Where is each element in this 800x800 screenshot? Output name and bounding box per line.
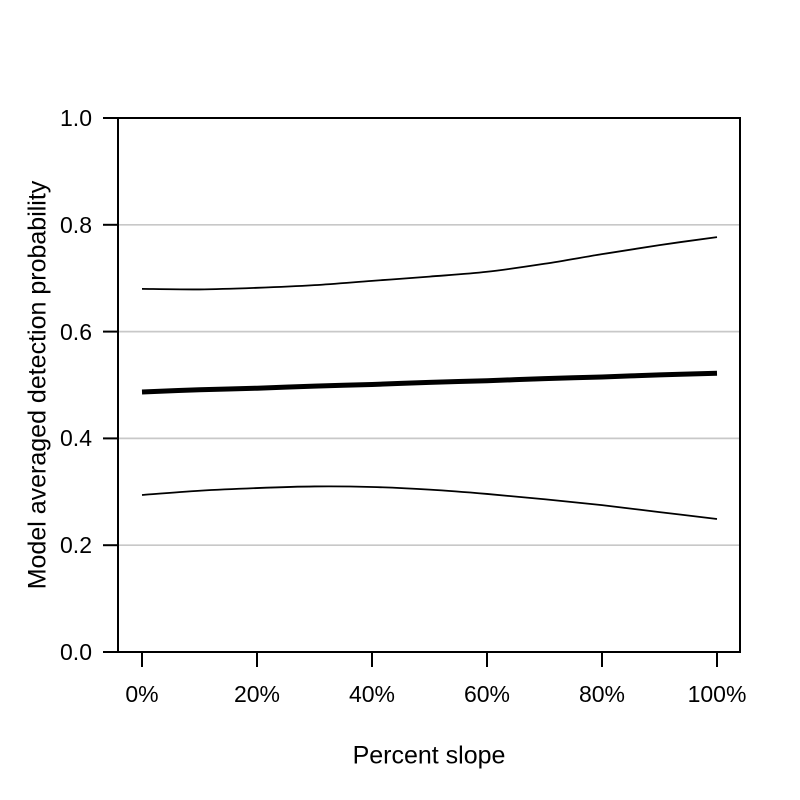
y-tick-label: 0.2 <box>60 532 92 559</box>
x-tick-label: 80% <box>578 681 626 707</box>
y-tick-label: 1.0 <box>60 105 92 131</box>
x-tick-label: 20% <box>233 681 281 707</box>
y-tick-label: 0.0 <box>60 639 92 665</box>
y-tick-label: 0.8 <box>60 211 92 238</box>
x-axis-title: Percent slope <box>352 741 506 770</box>
x-tick-label: 40% <box>348 681 396 707</box>
y-tick-label: 0.4 <box>60 425 92 452</box>
y-axis-title: Model averaged detection probability <box>23 180 52 590</box>
x-tick-label: 100% <box>687 681 747 707</box>
plot-box <box>117 117 741 653</box>
lower-confidence-limit-curve <box>141 485 718 520</box>
upper-confidence-limit-curve <box>141 236 718 291</box>
y-tick-label: 0.6 <box>60 318 92 345</box>
model-averaged-estimate-curve <box>141 370 718 395</box>
x-tick-label: 60% <box>463 681 511 707</box>
x-tick-label: 0% <box>125 681 159 707</box>
